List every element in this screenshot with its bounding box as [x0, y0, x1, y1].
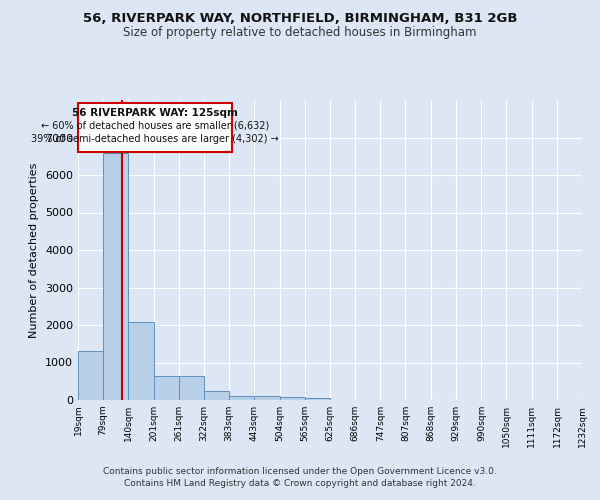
Bar [305, 398, 330, 400]
Text: Contains HM Land Registry data © Crown copyright and database right 2024.: Contains HM Land Registry data © Crown c… [124, 478, 476, 488]
Bar [128, 322, 154, 400]
Bar [179, 376, 204, 400]
Text: Contains public sector information licensed under the Open Government Licence v3: Contains public sector information licen… [103, 467, 497, 476]
Text: ← 60% of detached houses are smaller (6,632): ← 60% of detached houses are smaller (6,… [41, 120, 269, 130]
Bar [229, 396, 254, 400]
Bar [204, 391, 229, 400]
Text: 56 RIVERPARK WAY: 125sqm: 56 RIVERPARK WAY: 125sqm [72, 108, 238, 118]
Bar [280, 397, 305, 400]
Bar [254, 396, 280, 400]
Text: Size of property relative to detached houses in Birmingham: Size of property relative to detached ho… [123, 26, 477, 39]
Y-axis label: Number of detached properties: Number of detached properties [29, 162, 40, 338]
Text: 56, RIVERPARK WAY, NORTHFIELD, BIRMINGHAM, B31 2GB: 56, RIVERPARK WAY, NORTHFIELD, BIRMINGHA… [83, 12, 517, 26]
Bar [103, 153, 128, 400]
Text: 39% of semi-detached houses are larger (4,302) →: 39% of semi-detached houses are larger (… [31, 134, 279, 144]
Bar [154, 376, 179, 400]
FancyBboxPatch shape [78, 103, 232, 152]
Bar [78, 350, 103, 400]
